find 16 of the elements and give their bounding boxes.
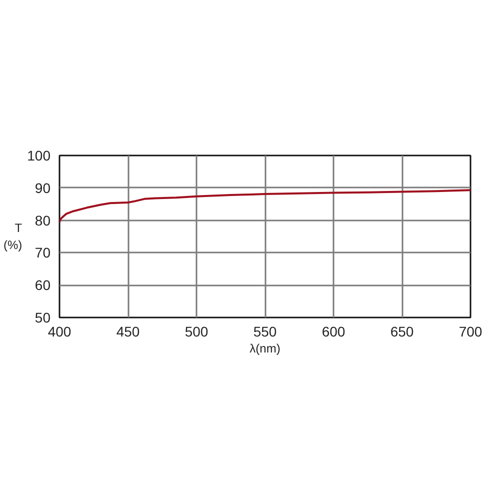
x-axis-title: λ(nm) [250,342,280,356]
x-tick-label: 600 [322,324,346,340]
y-tick-label: 90 [34,180,51,196]
y-tick-label: 100 [27,148,51,164]
line-series [60,189,470,223]
y-tick-label: 70 [34,244,51,261]
x-tick-label: 450 [116,324,140,340]
y-tick-label: 80 [34,212,51,228]
x-tick-label: 700 [458,324,482,340]
y-tick-label: 50 [34,310,51,326]
x-tick-label: 500 [184,324,208,340]
x-tick-label: 650 [390,324,414,340]
x-tick-label: 400 [48,324,72,340]
y-axis-title: T (%) [3,221,23,252]
x-tick-label: 550 [253,324,277,340]
y-tick-label: 60 [34,277,51,294]
